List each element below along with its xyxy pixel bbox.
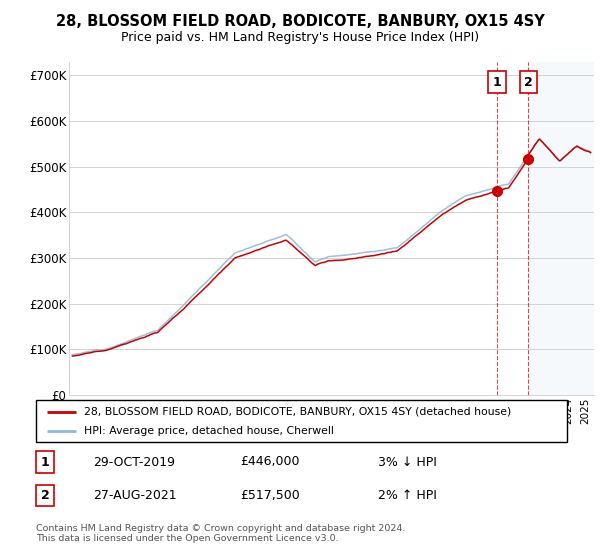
FancyBboxPatch shape bbox=[36, 400, 567, 442]
Text: 2% ↑ HPI: 2% ↑ HPI bbox=[378, 489, 437, 502]
Text: 1: 1 bbox=[41, 455, 49, 469]
Bar bbox=[529, 62, 594, 395]
Text: 28, BLOSSOM FIELD ROAD, BODICOTE, BANBURY, OX15 4SY: 28, BLOSSOM FIELD ROAD, BODICOTE, BANBUR… bbox=[56, 14, 544, 29]
Text: £517,500: £517,500 bbox=[240, 489, 300, 502]
Text: Contains HM Land Registry data © Crown copyright and database right 2024.
This d: Contains HM Land Registry data © Crown c… bbox=[36, 524, 406, 543]
Text: 2: 2 bbox=[524, 76, 533, 88]
Text: 1: 1 bbox=[493, 76, 502, 88]
Text: £446,000: £446,000 bbox=[240, 455, 299, 469]
Text: 28, BLOSSOM FIELD ROAD, BODICOTE, BANBURY, OX15 4SY (detached house): 28, BLOSSOM FIELD ROAD, BODICOTE, BANBUR… bbox=[84, 407, 511, 417]
Text: 29-OCT-2019: 29-OCT-2019 bbox=[93, 455, 175, 469]
Text: Price paid vs. HM Land Registry's House Price Index (HPI): Price paid vs. HM Land Registry's House … bbox=[121, 31, 479, 44]
Text: 2: 2 bbox=[41, 489, 49, 502]
Text: 3% ↓ HPI: 3% ↓ HPI bbox=[378, 455, 437, 469]
Text: 27-AUG-2021: 27-AUG-2021 bbox=[93, 489, 176, 502]
Text: HPI: Average price, detached house, Cherwell: HPI: Average price, detached house, Cher… bbox=[84, 426, 334, 436]
